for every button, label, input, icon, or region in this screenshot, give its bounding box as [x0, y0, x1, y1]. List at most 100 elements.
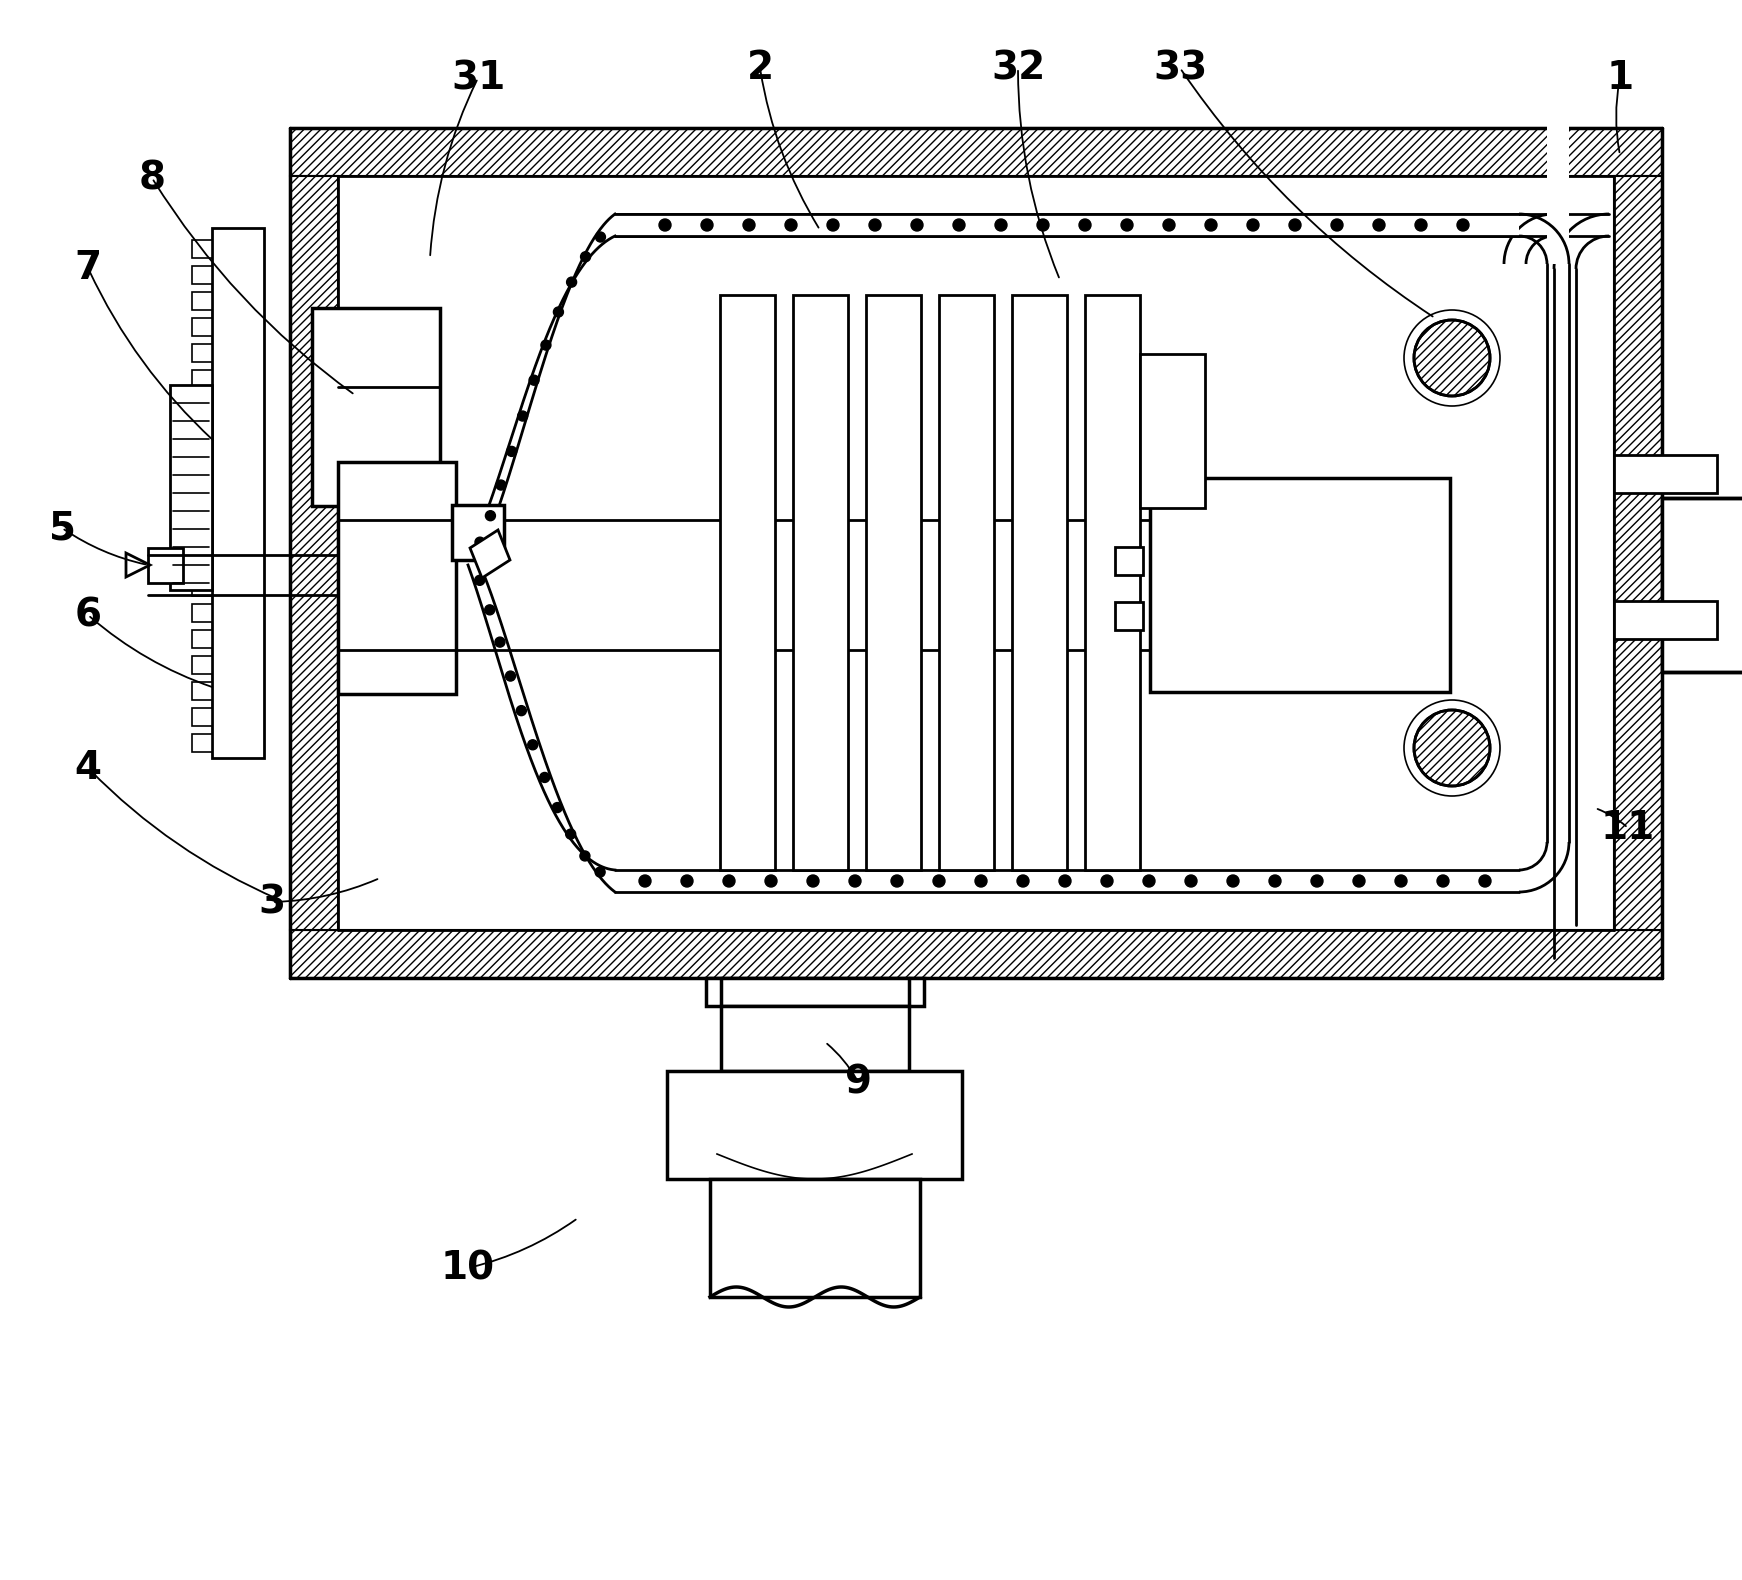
Bar [667, 1071, 962, 1179]
Bar [866, 295, 922, 871]
Bar [615, 213, 1519, 235]
Circle shape [1143, 875, 1155, 886]
Bar [338, 175, 1615, 931]
Circle shape [1078, 220, 1090, 231]
Text: 9: 9 [845, 1063, 871, 1101]
Circle shape [486, 510, 495, 521]
Circle shape [476, 575, 484, 585]
Bar [706, 978, 923, 1006]
Circle shape [1415, 321, 1489, 397]
Circle shape [596, 232, 606, 242]
Bar [939, 295, 995, 871]
Circle shape [1036, 220, 1049, 231]
Circle shape [1456, 220, 1469, 231]
Bar [312, 308, 441, 506]
Text: 31: 31 [451, 58, 505, 96]
Circle shape [596, 867, 604, 877]
Circle shape [1373, 220, 1385, 231]
Circle shape [1247, 220, 1259, 231]
Text: 3: 3 [258, 883, 286, 921]
Bar [192, 449, 213, 466]
Bar [289, 175, 338, 931]
Circle shape [542, 340, 550, 351]
Circle shape [786, 220, 798, 231]
Bar [213, 228, 265, 758]
Circle shape [827, 220, 840, 231]
Bar [1115, 547, 1143, 575]
Circle shape [869, 220, 881, 231]
Bar [192, 422, 213, 439]
Circle shape [1411, 318, 1493, 400]
Circle shape [639, 875, 652, 886]
Circle shape [1479, 875, 1491, 886]
Circle shape [658, 220, 671, 231]
Circle shape [540, 773, 550, 782]
Bar [171, 386, 213, 589]
Circle shape [495, 637, 505, 648]
Circle shape [528, 739, 538, 750]
Bar [719, 295, 775, 871]
Circle shape [552, 803, 563, 812]
Circle shape [484, 605, 495, 615]
Text: 10: 10 [441, 1250, 495, 1288]
Bar [1012, 295, 1068, 871]
Circle shape [505, 672, 516, 681]
Circle shape [1268, 875, 1280, 886]
Bar [1615, 175, 1662, 931]
Bar [192, 265, 213, 284]
Bar [192, 578, 213, 596]
Circle shape [934, 875, 944, 886]
Bar [192, 604, 213, 623]
Circle shape [1164, 220, 1176, 231]
Circle shape [1331, 220, 1343, 231]
Circle shape [1415, 709, 1489, 785]
Bar [192, 683, 213, 700]
Circle shape [1395, 875, 1408, 886]
Circle shape [530, 374, 538, 386]
Bar [148, 548, 183, 583]
Circle shape [744, 220, 754, 231]
Circle shape [1415, 220, 1427, 231]
Text: 7: 7 [75, 250, 101, 288]
Text: 32: 32 [991, 49, 1045, 87]
Bar [192, 292, 213, 310]
Text: 8: 8 [139, 160, 165, 198]
Circle shape [1017, 875, 1030, 886]
Text: 33: 33 [1153, 49, 1207, 87]
Text: 6: 6 [75, 596, 101, 634]
Circle shape [516, 706, 526, 716]
Bar [615, 871, 1519, 893]
Circle shape [1059, 875, 1071, 886]
Circle shape [1411, 706, 1493, 788]
Bar [1615, 600, 1718, 638]
Bar [192, 474, 213, 491]
Circle shape [566, 276, 577, 288]
Circle shape [976, 875, 988, 886]
Circle shape [995, 220, 1007, 231]
Circle shape [507, 447, 517, 457]
Bar [721, 1006, 909, 1071]
Circle shape [1205, 220, 1218, 231]
Circle shape [848, 875, 861, 886]
Text: 5: 5 [49, 509, 75, 547]
Bar [289, 931, 1662, 978]
Circle shape [554, 307, 563, 318]
Text: 2: 2 [746, 49, 773, 87]
Bar [192, 344, 213, 362]
Text: 1: 1 [1606, 58, 1634, 96]
Bar [1662, 498, 1742, 672]
Circle shape [1101, 875, 1113, 886]
Circle shape [517, 411, 528, 420]
Circle shape [566, 830, 575, 839]
Circle shape [1437, 875, 1449, 886]
Bar [1115, 602, 1143, 630]
Bar [192, 499, 213, 518]
Circle shape [580, 251, 591, 262]
Circle shape [953, 220, 965, 231]
Bar [1139, 354, 1205, 509]
Bar [793, 295, 848, 871]
Circle shape [765, 875, 777, 886]
Bar [711, 1179, 920, 1297]
Bar [192, 240, 213, 258]
Bar [192, 656, 213, 675]
